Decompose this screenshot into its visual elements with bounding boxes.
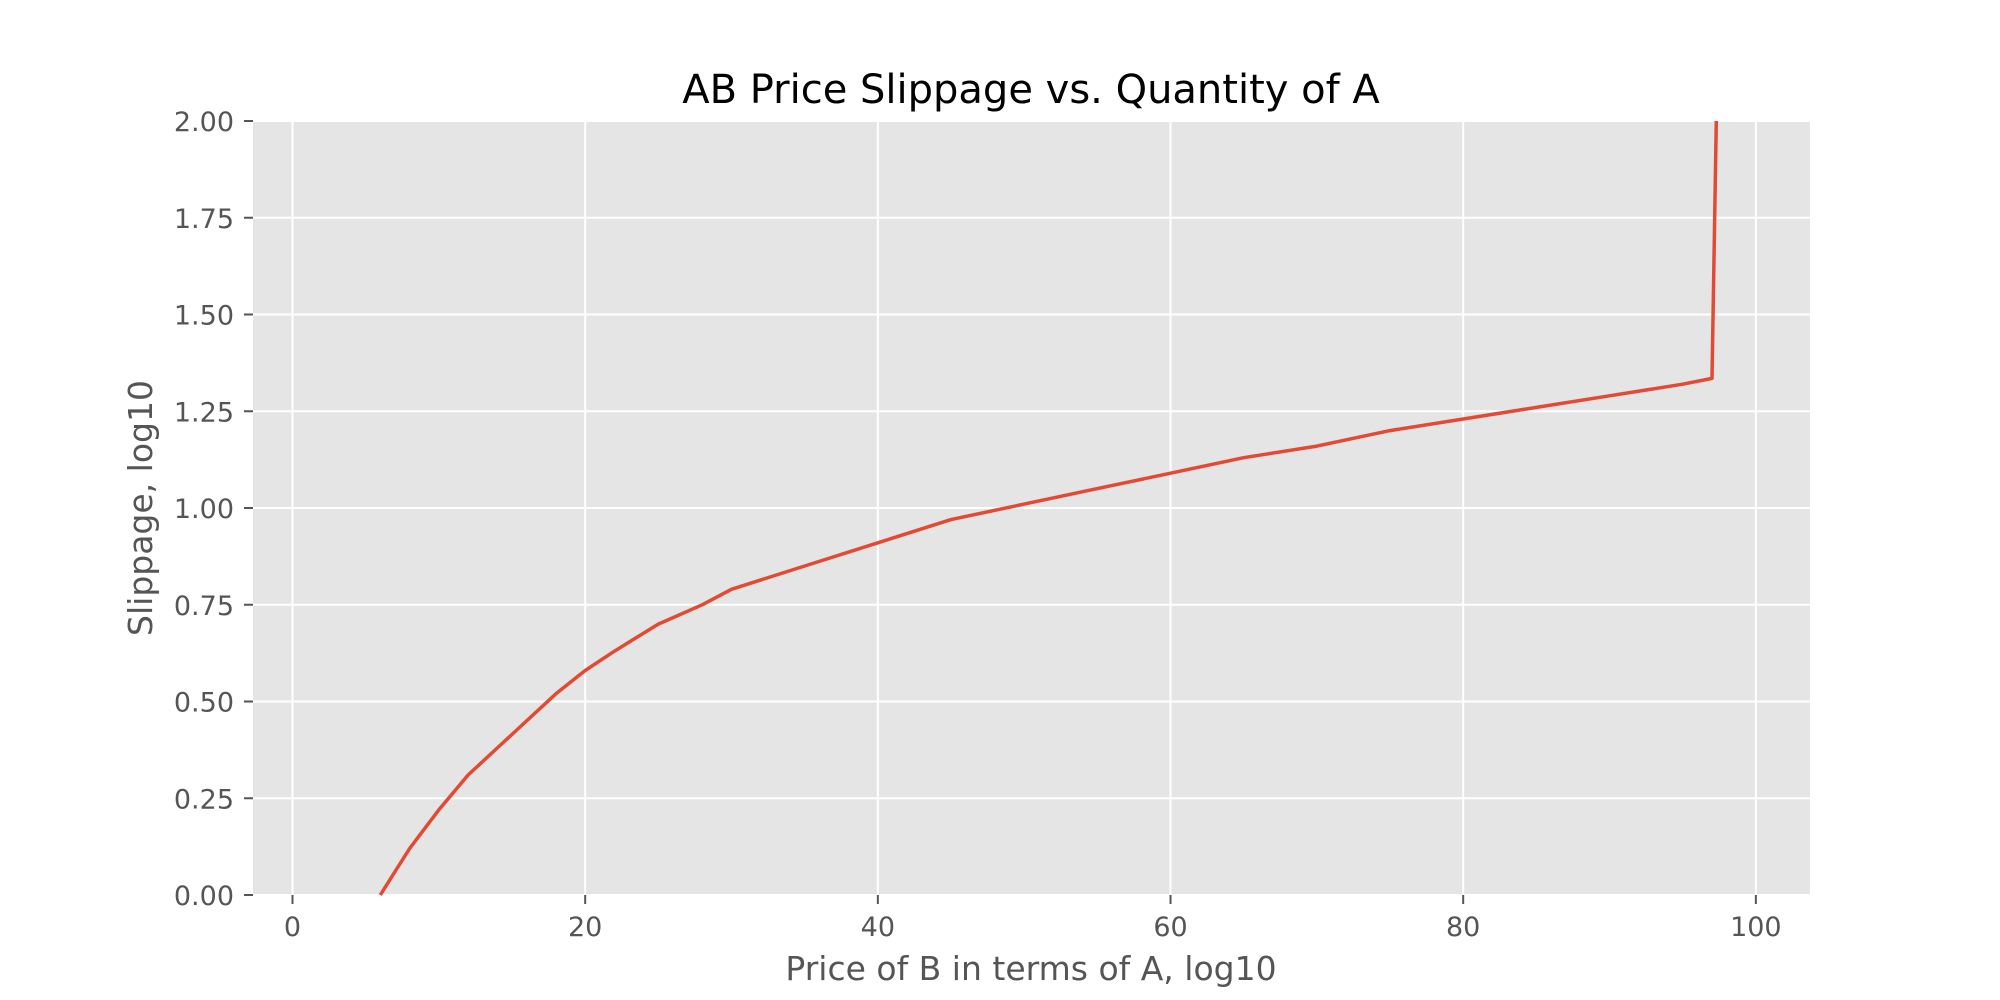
y-tick-label: 1.75 bbox=[174, 204, 234, 235]
series-layer bbox=[378, 120, 1719, 896]
x-tick-label: 40 bbox=[861, 912, 895, 943]
x-axis-label: Price of B in terms of A, log10 bbox=[785, 949, 1276, 988]
x-tick-label: 60 bbox=[1153, 912, 1187, 943]
y-tick-label: 0.50 bbox=[174, 688, 234, 719]
chart-title: AB Price Slippage vs. Quantity of A bbox=[682, 67, 1380, 113]
x-tick-label: 100 bbox=[1730, 912, 1782, 943]
y-tick-label: 1.00 bbox=[174, 494, 234, 525]
y-tick-label: 0.00 bbox=[174, 881, 234, 912]
y-tick-label: 0.75 bbox=[174, 591, 234, 622]
y-axis-ticks: 0.00 0.25 0.50 0.75 1.00 1.25 1.50 1.75 2.00 bbox=[174, 107, 253, 912]
x-tick-label: 20 bbox=[568, 912, 602, 943]
y-tick-label: 1.50 bbox=[174, 301, 234, 332]
y-tick-label: 2.00 bbox=[174, 107, 234, 138]
y-axis-label: Slippage, log10 bbox=[121, 380, 160, 636]
series-line-0 bbox=[378, 120, 1719, 896]
x-axis-ticks: 0 20 40 60 80 100 bbox=[284, 895, 1782, 943]
x-tick-label: 80 bbox=[1446, 912, 1480, 943]
y-tick-label: 0.25 bbox=[174, 784, 234, 815]
y-tick-label: 1.25 bbox=[174, 397, 234, 428]
x-tick-label: 0 bbox=[284, 912, 301, 943]
y-gridlines bbox=[253, 120, 1810, 896]
